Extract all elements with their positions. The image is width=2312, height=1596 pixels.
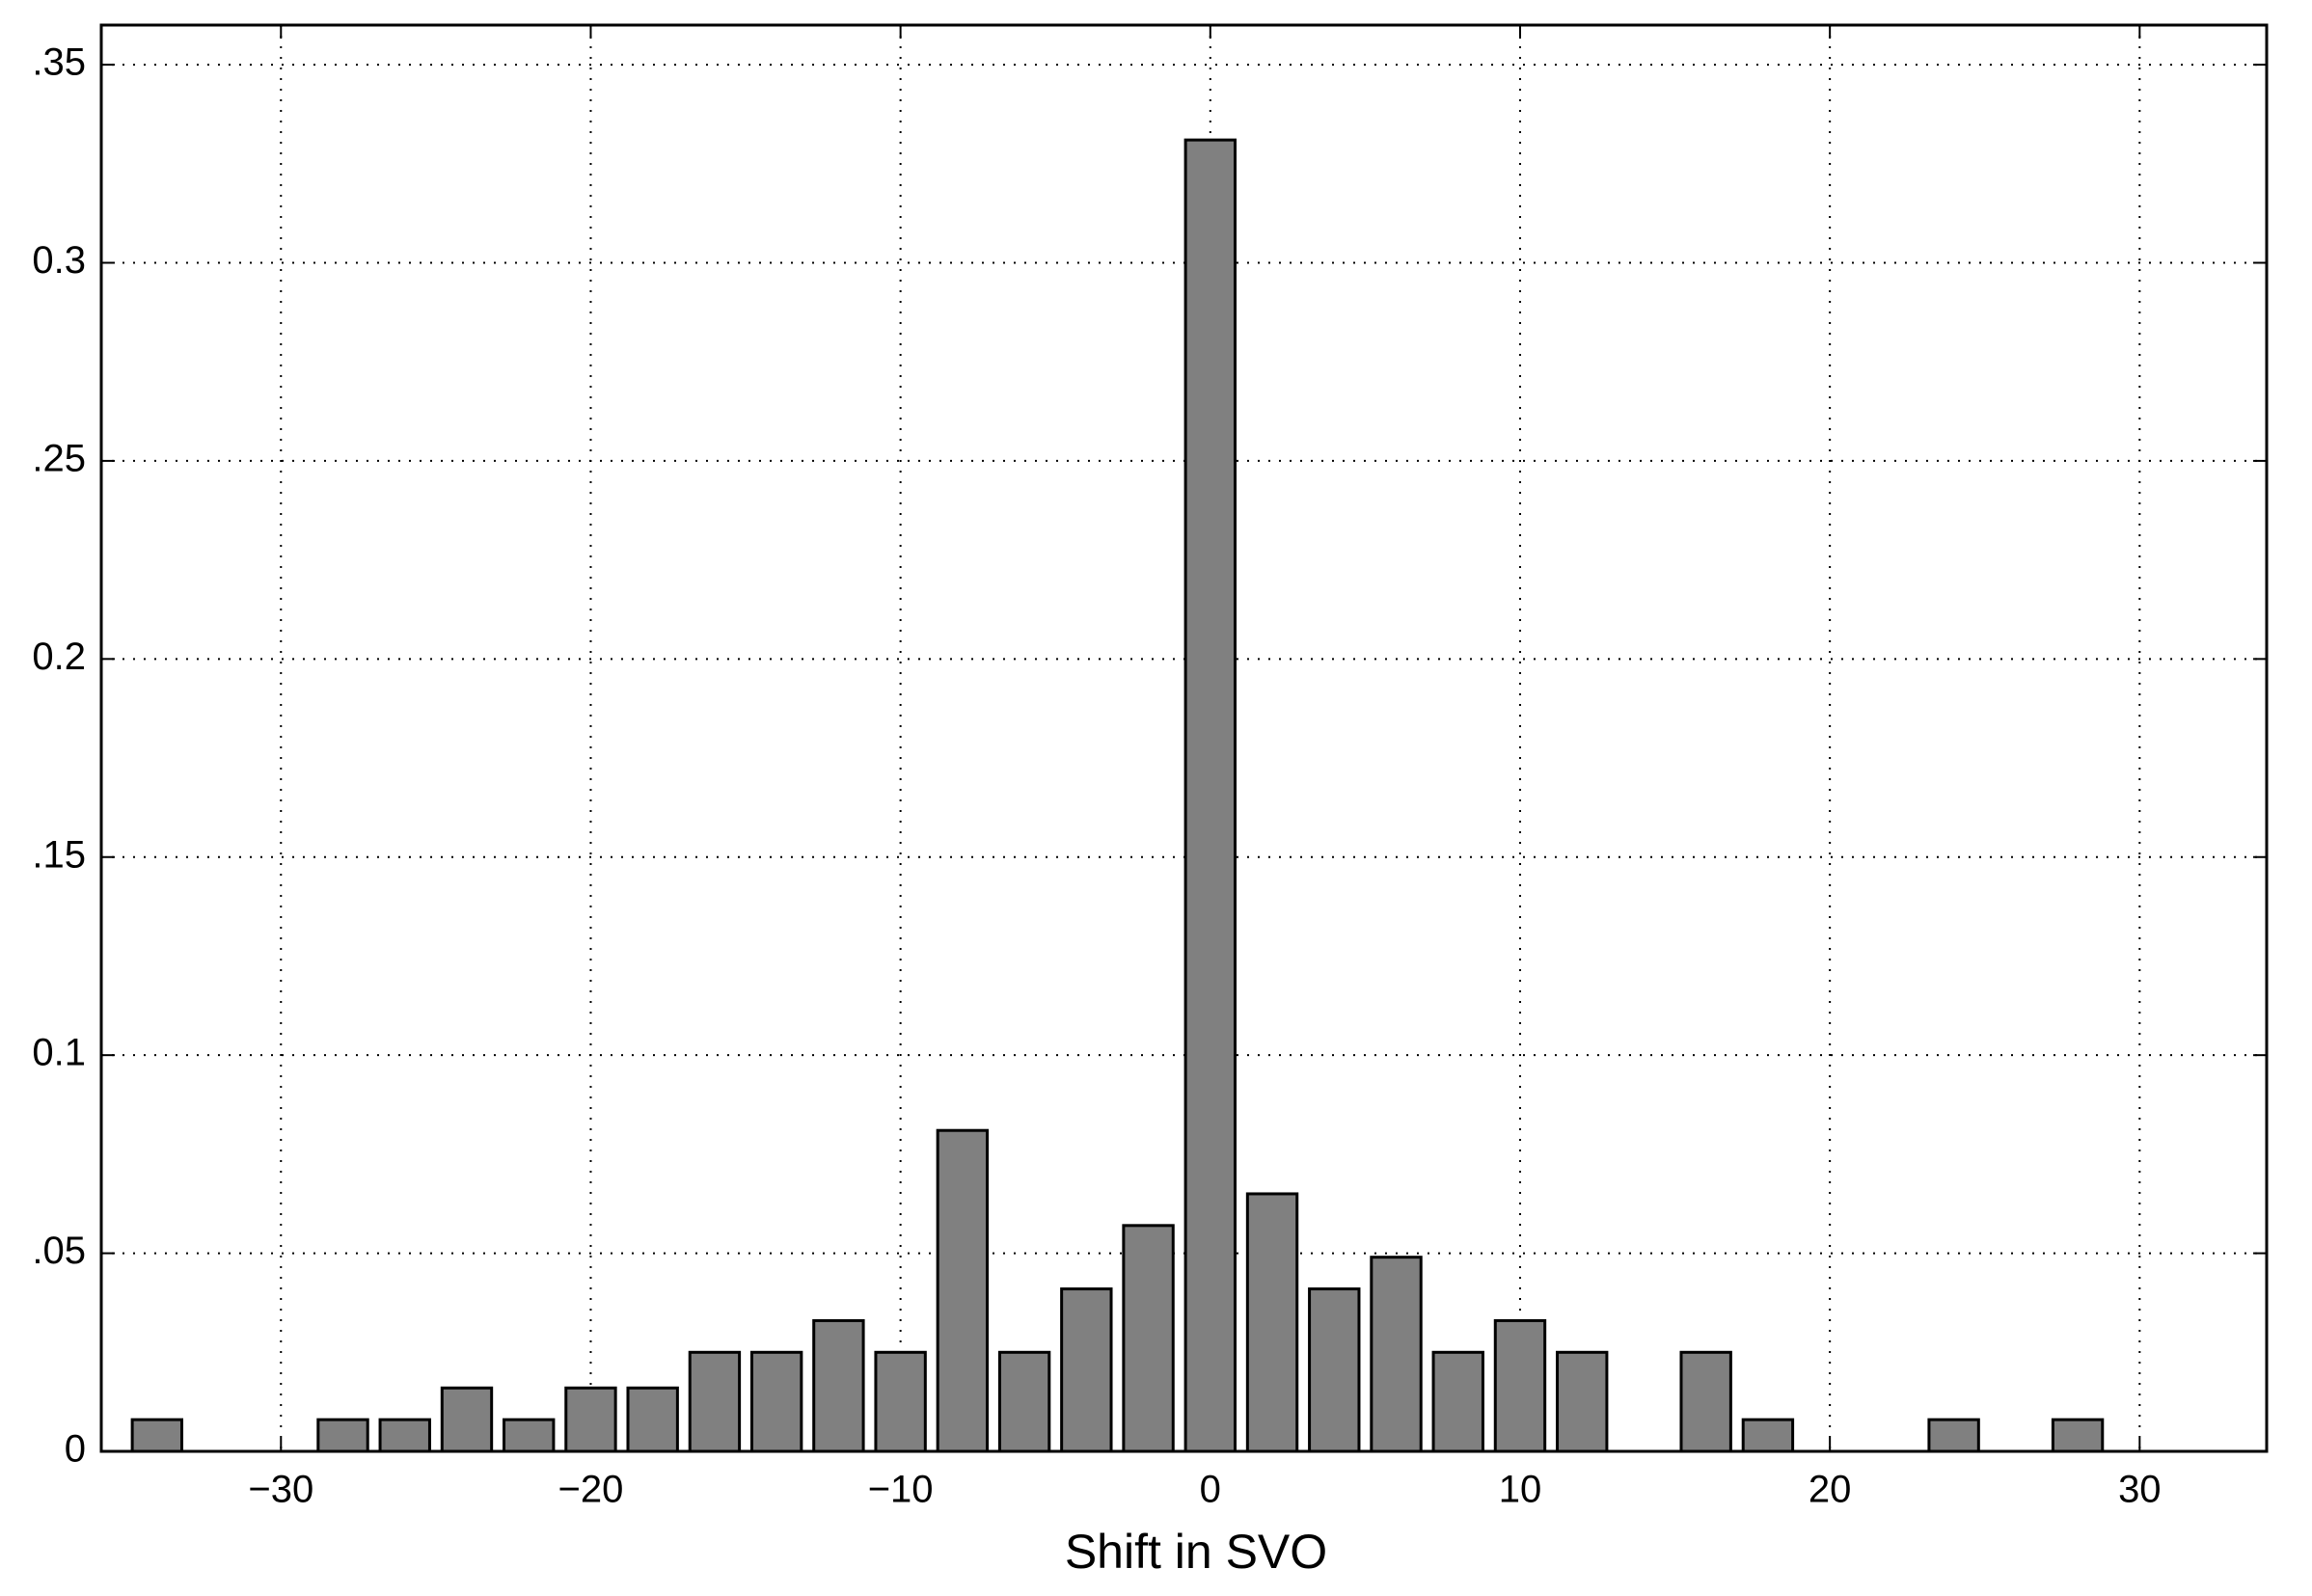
bar — [626, 1386, 679, 1453]
bar — [1493, 1318, 1547, 1453]
x-tick-label: −10 — [868, 1469, 934, 1511]
bar — [2051, 1418, 2105, 1453]
bar — [1556, 1350, 1609, 1453]
bar — [1122, 1224, 1175, 1453]
x-tick-label: −20 — [558, 1469, 624, 1511]
y-tick-labels: 0 0.05 0.1 0.15 0.2 0.25 0.3 0.35 — [11, 41, 86, 1471]
bar — [1308, 1287, 1361, 1453]
bar — [316, 1418, 369, 1453]
bar — [1183, 138, 1237, 1453]
x-tick-label: 30 — [2118, 1469, 2162, 1511]
bar — [874, 1350, 927, 1453]
bar — [1431, 1350, 1484, 1453]
x-tick-label: 20 — [1809, 1469, 1852, 1511]
plot-frame — [99, 23, 2269, 1453]
bar — [503, 1418, 556, 1453]
bar — [130, 1418, 184, 1453]
y-tick-label: 0.2 — [32, 636, 86, 678]
bar — [1060, 1287, 1113, 1453]
y-tick-label: 0.3 — [32, 239, 86, 282]
bar — [378, 1418, 431, 1453]
y-tick-label: 0.15 — [11, 833, 86, 876]
bar — [688, 1350, 742, 1453]
bar — [1741, 1418, 1795, 1453]
y-tick-label: 0.25 — [11, 437, 86, 479]
y-tick-label: 0 — [65, 1428, 86, 1471]
y-tick-label: 0.35 — [11, 41, 86, 84]
x-tick-label: −30 — [248, 1469, 313, 1511]
bar — [1245, 1192, 1299, 1453]
bar — [1370, 1256, 1423, 1453]
bar — [812, 1318, 865, 1453]
y-tick-label: 0.05 — [11, 1230, 86, 1272]
bar — [997, 1350, 1051, 1453]
bar — [749, 1350, 803, 1453]
x-axis-label: Shift in SVO — [1065, 1525, 1327, 1579]
x-tick-label: 0 — [1200, 1469, 1221, 1511]
bar — [1679, 1350, 1732, 1453]
x-tick-label: 10 — [1499, 1469, 1542, 1511]
bar — [440, 1386, 494, 1453]
bar — [936, 1128, 990, 1453]
bar — [564, 1386, 617, 1453]
y-tick-label: 0.1 — [32, 1032, 86, 1074]
bar — [1927, 1418, 1980, 1453]
